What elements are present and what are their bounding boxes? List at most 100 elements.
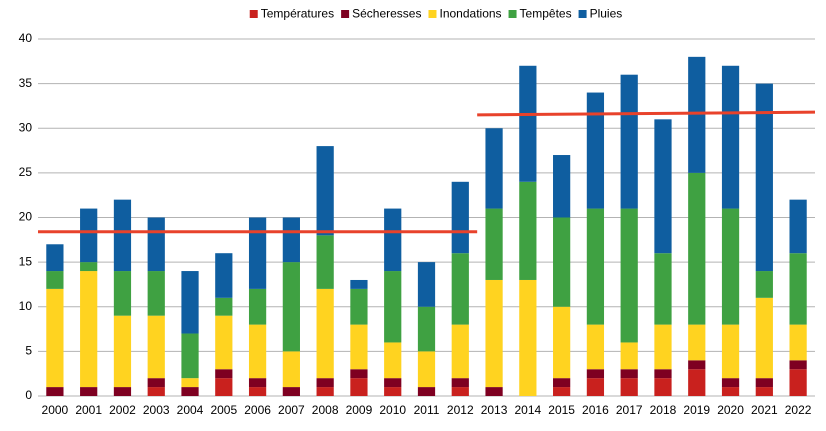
bar-segment <box>113 199 132 272</box>
bar-segment <box>789 199 807 254</box>
bar-segment <box>620 342 638 370</box>
x-tick-label: 2006 <box>244 403 271 417</box>
bar-segment <box>417 262 436 307</box>
bar-segment <box>350 288 368 325</box>
bar-segment <box>721 387 740 396</box>
bar-segment <box>451 387 469 396</box>
bar-segment <box>620 378 638 396</box>
x-tick-label: 2014 <box>514 403 541 417</box>
bar-segment <box>417 387 436 396</box>
bar-segment <box>553 155 571 218</box>
legend-swatch <box>578 10 587 18</box>
legend-label: Sécheresses <box>352 7 421 21</box>
bar-segment <box>654 119 672 254</box>
bar-segment <box>46 288 64 388</box>
bar-segment <box>215 297 233 316</box>
x-tick-label: 2008 <box>312 403 339 417</box>
bar-segment <box>384 378 402 388</box>
x-tick-label: 2015 <box>548 403 575 417</box>
bar-segment <box>451 378 469 388</box>
bar-segment <box>181 271 199 334</box>
bar-segment <box>147 387 165 396</box>
y-tick-label: 10 <box>19 299 33 313</box>
bar-segment <box>113 271 132 316</box>
bar-segment <box>721 324 740 379</box>
x-tick-label: 2016 <box>582 403 609 417</box>
bar-segment <box>620 208 638 343</box>
bar-segment <box>248 217 267 289</box>
bar-segment <box>215 369 233 379</box>
bar-segment <box>215 315 233 370</box>
bar-segment <box>80 387 98 396</box>
bar-segment <box>384 387 402 396</box>
bar-segment <box>553 378 571 388</box>
x-tick-label: 2021 <box>751 403 778 417</box>
bar-segment <box>316 235 334 289</box>
legend-label: Tempêtes <box>520 7 572 21</box>
bar-segment <box>620 369 638 379</box>
bar-segment <box>451 181 469 254</box>
y-tick-label: 0 <box>25 388 32 402</box>
bar-segment <box>316 387 334 396</box>
bar-segment <box>181 387 199 396</box>
bar-segment <box>789 360 807 370</box>
bar-segment <box>789 369 807 396</box>
bar-segment <box>755 297 773 379</box>
x-tick-label: 2001 <box>75 403 102 417</box>
bar-segment <box>147 217 165 272</box>
bar-segment <box>80 208 98 263</box>
y-tick-label: 40 <box>19 31 33 45</box>
bar-segment <box>654 369 672 379</box>
bar-segment <box>417 306 436 352</box>
bar-segment <box>46 271 64 289</box>
bar-segment <box>147 271 165 316</box>
bar-segment <box>485 128 503 209</box>
bar-segment <box>553 387 571 396</box>
bar-segment <box>417 351 436 388</box>
bar-segment <box>654 253 672 325</box>
bar-segment <box>519 181 537 280</box>
bar-segment <box>248 378 267 388</box>
x-tick-label: 2009 <box>346 403 373 417</box>
legend-swatch <box>249 10 258 18</box>
x-tick-label: 2011 <box>414 403 440 417</box>
x-tick-label: 2003 <box>143 403 170 417</box>
bar-segment <box>113 387 132 396</box>
bar-segment <box>46 387 64 396</box>
bar-segment <box>688 172 706 325</box>
bar-segment <box>248 324 267 379</box>
y-tick-label: 5 <box>25 344 32 358</box>
y-tick-label: 35 <box>19 76 33 90</box>
bar-segment <box>586 324 605 370</box>
bar-segment <box>586 369 605 379</box>
bar-segment <box>755 83 773 272</box>
bar-segment <box>755 271 773 298</box>
bar-segment <box>248 387 267 396</box>
bar-segment <box>586 92 605 209</box>
bar-segment <box>215 253 233 298</box>
x-tick-label: 2022 <box>785 403 812 417</box>
bar-segment <box>755 378 773 388</box>
bar-segment <box>46 244 64 272</box>
x-tick-label: 2018 <box>650 403 677 417</box>
bar-segment <box>451 253 469 325</box>
x-tick-label: 2017 <box>616 403 643 417</box>
x-tick-label: 2019 <box>683 403 710 417</box>
y-tick-label: 25 <box>19 165 33 179</box>
bar-segment <box>316 378 334 388</box>
bar-segment <box>147 378 165 388</box>
x-tick-label: 2020 <box>717 403 744 417</box>
bar-segment <box>282 217 300 263</box>
bar-segment <box>350 324 368 370</box>
bar-segment <box>485 208 503 280</box>
x-tick-label: 2005 <box>210 403 237 417</box>
bar-segment <box>620 74 638 209</box>
bar-segment <box>654 378 672 396</box>
bar-segment <box>688 360 706 370</box>
bar-segment <box>654 324 672 370</box>
bar-segment <box>485 279 503 388</box>
bar-segment <box>350 279 368 289</box>
bar-segment <box>384 208 402 272</box>
y-tick-label: 30 <box>19 120 33 134</box>
